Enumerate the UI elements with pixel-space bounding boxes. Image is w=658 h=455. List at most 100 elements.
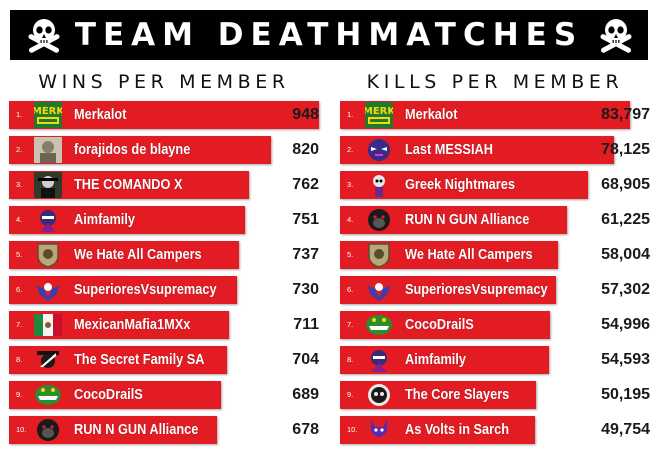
gorilla-avatar-icon [368,209,390,231]
rank-label: 1. [347,110,354,119]
value-label: 751 [292,211,319,228]
list-item: 7. MexicanMafia1MXx 711 [9,311,319,339]
skull-crossbones-icon [600,19,632,53]
rank-label: 6. [347,285,354,294]
list-item: 2. Last MESSIAH 78,125 [340,136,650,164]
rank-label: 4. [347,215,354,224]
value-label: 678 [292,421,319,438]
rank-label: 9. [347,390,354,399]
category-label: MexicanMafia1MXx [74,317,191,333]
rank-label: 9. [16,390,23,399]
rank-label: 3. [347,180,354,189]
rank-label: 1. [16,110,23,119]
category-label: Merkalot [405,107,458,123]
ninja-avatar-icon [371,350,387,372]
rank-label: 2. [16,145,23,154]
list-item: 9. The Core Slayers 50,195 [340,381,650,409]
purple-mask-icon [368,139,390,161]
list-item: 10. RUN N GUN Alliance 678 [9,416,319,444]
skull-crossbones-icon [28,19,60,53]
list-item: 3. Greek Nightmares 68,905 [340,171,650,199]
category-label: THE COMANDO X [74,177,183,193]
value-label: 711 [293,316,319,333]
chart-title: WINS PER MEMBER [38,71,290,93]
value-label: 50,195 [601,386,650,403]
rank-label: 2. [347,145,354,154]
value-label: 78,125 [601,141,650,158]
rank-label: 3. [16,180,23,189]
category-label: Merkalot [74,107,127,123]
rank-label: 10. [16,425,27,434]
category-label: RUN N GUN Alliance [74,422,199,438]
svg-text:MERK: MERK [34,106,62,117]
category-label: CocoDrailS [405,317,474,333]
list-item: 4. RUN N GUN Alliance 61,225 [340,206,650,234]
category-label: The Secret Family SA [74,352,205,368]
eagle-emblem-icon [367,283,391,301]
value-label: 948 [292,106,319,123]
list-item: 4. Aimfamily 751 [9,206,319,234]
zorro-avatar-icon [37,351,59,368]
category-label: Last MESSIAH [405,142,493,158]
value-label: 49,754 [601,421,650,438]
category-label: SuperioresVsupremacy [405,282,548,298]
shield-emblem-icon [37,243,59,268]
value-label: 57,302 [601,281,650,298]
list-item: 7. CocoDrailS 54,996 [340,311,650,339]
value-label: 68,905 [601,176,650,193]
list-item: 8. Aimfamily 54,593 [340,346,650,374]
photo-avatar-icon [34,137,62,163]
crocodile-avatar-icon [35,385,61,405]
value-label: 730 [292,281,319,298]
rank-label: 5. [347,250,354,259]
chart-title: KILLS PER MEMBER [366,71,624,93]
list-item: 2. forajidos de blayne 820 [9,136,319,164]
list-item: 8. The Secret Family SA 704 [9,346,319,374]
value-label: 61,225 [601,211,650,228]
category-label: We Hate All Campers [405,247,533,263]
mexican-flag-icon [34,314,62,336]
list-item: 6. SuperioresVsupremacy 57,302 [340,276,650,304]
value-label: 762 [292,176,319,193]
value-label: 54,996 [601,316,650,333]
crocodile-avatar-icon [366,315,392,335]
category-label: RUN N GUN Alliance [405,212,530,228]
merk-logo-icon: MERK [365,102,393,128]
value-label: 83,797 [601,106,650,123]
category-label: Aimfamily [405,352,466,368]
value-label: 54,593 [601,351,650,368]
rank-label: 8. [16,355,23,364]
list-item: 1. MERK Merkalot 83,797 [340,101,650,129]
eagle-emblem-icon [36,283,60,301]
value-label: 58,004 [601,246,650,263]
category-label: We Hate All Campers [74,247,202,263]
wins-chart: WINS PER MEMBER 1. MERK Merkalot 948 2. foraj… [9,70,319,450]
kills-chart: KILLS PER MEMBER 1. MERK Merkalot 83,797 2. L… [340,70,650,450]
rank-label: 10. [347,425,358,434]
rank-label: 5. [16,250,23,259]
category-label: As Volts in Sarch [405,422,510,438]
svg-text:MERK: MERK [365,106,393,117]
list-item: 10. As Volts in Sarch 49,754 [340,416,650,444]
rank-label: 8. [347,355,354,364]
category-label: SuperioresVsupremacy [74,282,217,298]
list-item: 5. We Hate All Campers 58,004 [340,241,650,269]
shield-emblem-icon [368,243,390,268]
ninja-avatar-icon [40,210,56,232]
value-label: 737 [292,246,319,263]
category-label: Aimfamily [74,212,135,228]
category-label: The Core Slayers [405,387,510,403]
category-label: CocoDrailS [74,387,143,403]
rank-label: 4. [16,215,23,224]
list-item: 9. CocoDrailS 689 [9,381,319,409]
list-item: 3. THE COMANDO X 762 [9,171,319,199]
merk-logo-icon: MERK [34,102,62,128]
list-item: 1. MERK Merkalot 948 [9,101,319,129]
value-label: 704 [292,351,319,368]
purple-demon-icon [371,419,387,437]
value-label: 820 [292,141,319,158]
page-title: TEAM DEATHMATCHES [74,17,584,53]
skull-emblem-icon [368,384,390,406]
gorilla-avatar-icon [37,419,59,441]
category-label: Greek Nightmares [405,177,515,193]
